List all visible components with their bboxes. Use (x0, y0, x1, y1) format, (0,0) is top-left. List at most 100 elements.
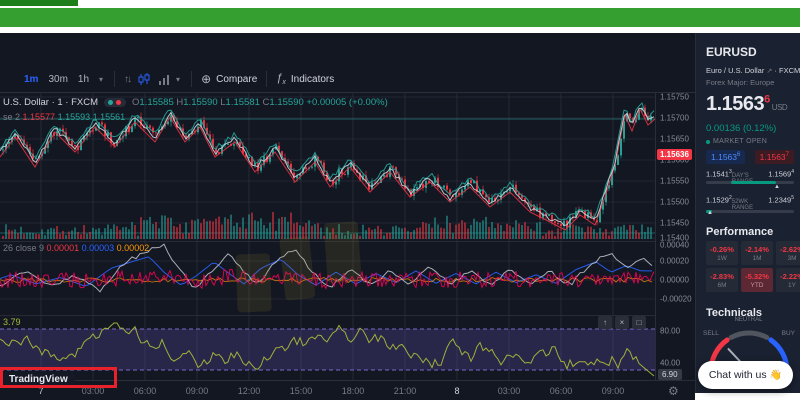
ma-value-1: 1.15577 (22, 112, 56, 122)
panel-maximize-button[interactable]: □ (632, 316, 646, 329)
chevron-down-icon[interactable]: ▾ (176, 74, 181, 84)
week52-low: 1.15292 (706, 195, 732, 205)
performance-cell-1w: -0.26% 1W (706, 241, 738, 265)
chat-label: Chat with us (708, 369, 767, 381)
indicators-label: Indicators (290, 73, 335, 85)
price-axis[interactable]: 1.15750 1.15700 1.15650 1.15600 1.15550 1.155… (655, 93, 695, 380)
macd-tick: 0.00000 (660, 275, 689, 285)
high-value: 1.15590 (183, 97, 218, 108)
series-visibility-toggle[interactable] (104, 97, 127, 107)
performance-title: Performance (706, 226, 774, 238)
indicators-button[interactable]: ƒx Indicators (276, 72, 334, 86)
symbol-legend[interactable]: U.S. Dollar · 1 · FXCM O1.15585 H1.15590 … (3, 97, 388, 108)
performance-grid: -0.26%1W-2.14%1M-2.62%3M -2.83%6M-5.32%YT… (706, 241, 800, 292)
timeframe-1h[interactable]: 1h (77, 73, 90, 85)
day-range-low: 1.15413 (706, 169, 732, 179)
low-label: L (220, 97, 226, 108)
macd-tick: -0.00020 (660, 294, 692, 304)
brand-green-bar (0, 8, 800, 27)
price-tick: 1.15550 (660, 176, 689, 186)
gear-icon[interactable]: ⚙ (668, 384, 679, 398)
bid-ask-row: 1.15636 1.15637 (706, 150, 794, 164)
week52-range-labels: 1.15292 52WK RANGE 1.23495 (706, 195, 794, 211)
time-axis[interactable]: 7 03:00 06:00 09:00 12:00 15:00 18:00 21:00 8 03:… (0, 380, 695, 400)
week52-range-bar (706, 210, 794, 213)
time-tick: 12:00 (237, 386, 261, 396)
external-link-icon[interactable]: ↗ (766, 68, 773, 75)
performance-cell-6m: -2.83% 6M (706, 268, 738, 292)
time-tick: 7 (38, 386, 44, 396)
compare-button[interactable]: ⊕ Compare (201, 72, 257, 86)
macd-tick: 0.00040 (660, 240, 689, 250)
timeframe-30m[interactable]: 30m (48, 73, 68, 85)
panel-close-button[interactable]: × (615, 316, 629, 329)
price-tick: 1.15450 (660, 218, 689, 228)
compare-label: Compare (216, 73, 258, 85)
panel-move-up-button[interactable]: ↑ (598, 316, 612, 329)
ma-value-2: 1.15593 (57, 112, 91, 122)
circle-plus-icon: ⊕ (201, 72, 212, 86)
sidebar-price: 1.15636USD (706, 93, 788, 116)
price-tick: 1.15400 (660, 233, 689, 243)
panel-controls: ↑ × □ (598, 316, 646, 329)
ask-price[interactable]: 1.15637 (754, 150, 794, 164)
oscillator-legend[interactable]: 3.79 (3, 317, 21, 327)
price-tick: 1.15750 (660, 92, 689, 102)
price-tick: 1.15700 (660, 113, 689, 123)
time-tick: 15:00 (289, 386, 313, 396)
gauge-buy-label: BUY (781, 330, 795, 337)
up-dot-icon (108, 99, 114, 105)
price-tick: 1.15500 (660, 197, 689, 207)
price-currency: USD (771, 103, 788, 112)
toolbar-divider (191, 71, 193, 87)
close-value: 1.15590 (269, 97, 304, 108)
toolbar-divider (114, 71, 116, 87)
oscillator-current-label: 6.90 (658, 369, 682, 380)
timeframe-group: 1m 30m 1h (24, 74, 99, 85)
pair-name: Euro / U.S. Dollar (706, 66, 765, 75)
fx-icon: ƒx (276, 71, 286, 87)
bar-change-icon[interactable]: ↑↓ (124, 73, 132, 85)
market-open-dot-icon (706, 139, 710, 144)
ma-value-3: 1.15561 (92, 112, 126, 122)
down-dot-icon (116, 99, 122, 105)
tradingview-logo[interactable]: TradingView (2, 372, 75, 387)
chart-canvas[interactable] (0, 93, 656, 380)
performance-cell-1m: -2.14% 1M (741, 241, 773, 265)
time-tick: 03:00 (497, 386, 521, 396)
price-main: 1.1563 (706, 93, 765, 115)
chat-button[interactable]: Chat with us 👋 (698, 361, 793, 389)
price-chart[interactable] (0, 93, 656, 380)
ma-legend[interactable]: se 2 1.15577 1.15593 1.15561 (3, 112, 125, 122)
time-tick: 09:00 (185, 386, 209, 396)
macd-legend[interactable]: 26 close 9 0.00001 0.00003 0.00002 (3, 243, 149, 253)
candlestick-style-icon[interactable] (138, 72, 150, 86)
symbol-title: U.S. Dollar · 1 · FXCM (3, 97, 99, 108)
time-tick: 09:00 (601, 386, 625, 396)
volume-profile-icon[interactable] (158, 73, 171, 85)
time-tick: 06:00 (549, 386, 573, 396)
week52-high: 1.23495 (768, 195, 794, 205)
price-tick: 1.15600 (660, 155, 689, 165)
chart-toolbar: 1m 30m 1h ▾ ↑↓ ▾ ⊕ Compare (0, 66, 695, 93)
sidebar-symbol: EURUSD (706, 45, 757, 59)
price-fraction: 6 (764, 93, 770, 106)
market-status: MARKET OPEN (706, 138, 767, 145)
performance-cell-1y: -2.22%1Y (776, 268, 800, 292)
day-range-bar (706, 181, 794, 184)
performance-cell-ytd: -5.32% YTD (741, 268, 773, 292)
time-tick: 8 (454, 386, 460, 396)
bid-price[interactable]: 1.15636 (706, 150, 746, 164)
macd-value-1: 0.00001 (46, 243, 80, 253)
timeframe-1m[interactable]: 1m (24, 73, 39, 85)
open-value: 1.15585 (139, 97, 174, 108)
wave-emoji-icon: 👋 (769, 369, 783, 381)
sidebar-change: 0.00136 (0.12%) (706, 123, 777, 134)
oscillator-tick: 80.00 (660, 326, 681, 336)
close-label: C (262, 97, 270, 108)
gauge-neutral-label: NEUTRAL (734, 317, 763, 323)
low-value: 1.15581 (225, 97, 260, 108)
chevron-down-icon[interactable]: ▾ (99, 74, 104, 84)
sidebar-pair[interactable]: Euro / U.S. Dollar ↗ · FXCM (706, 66, 800, 75)
